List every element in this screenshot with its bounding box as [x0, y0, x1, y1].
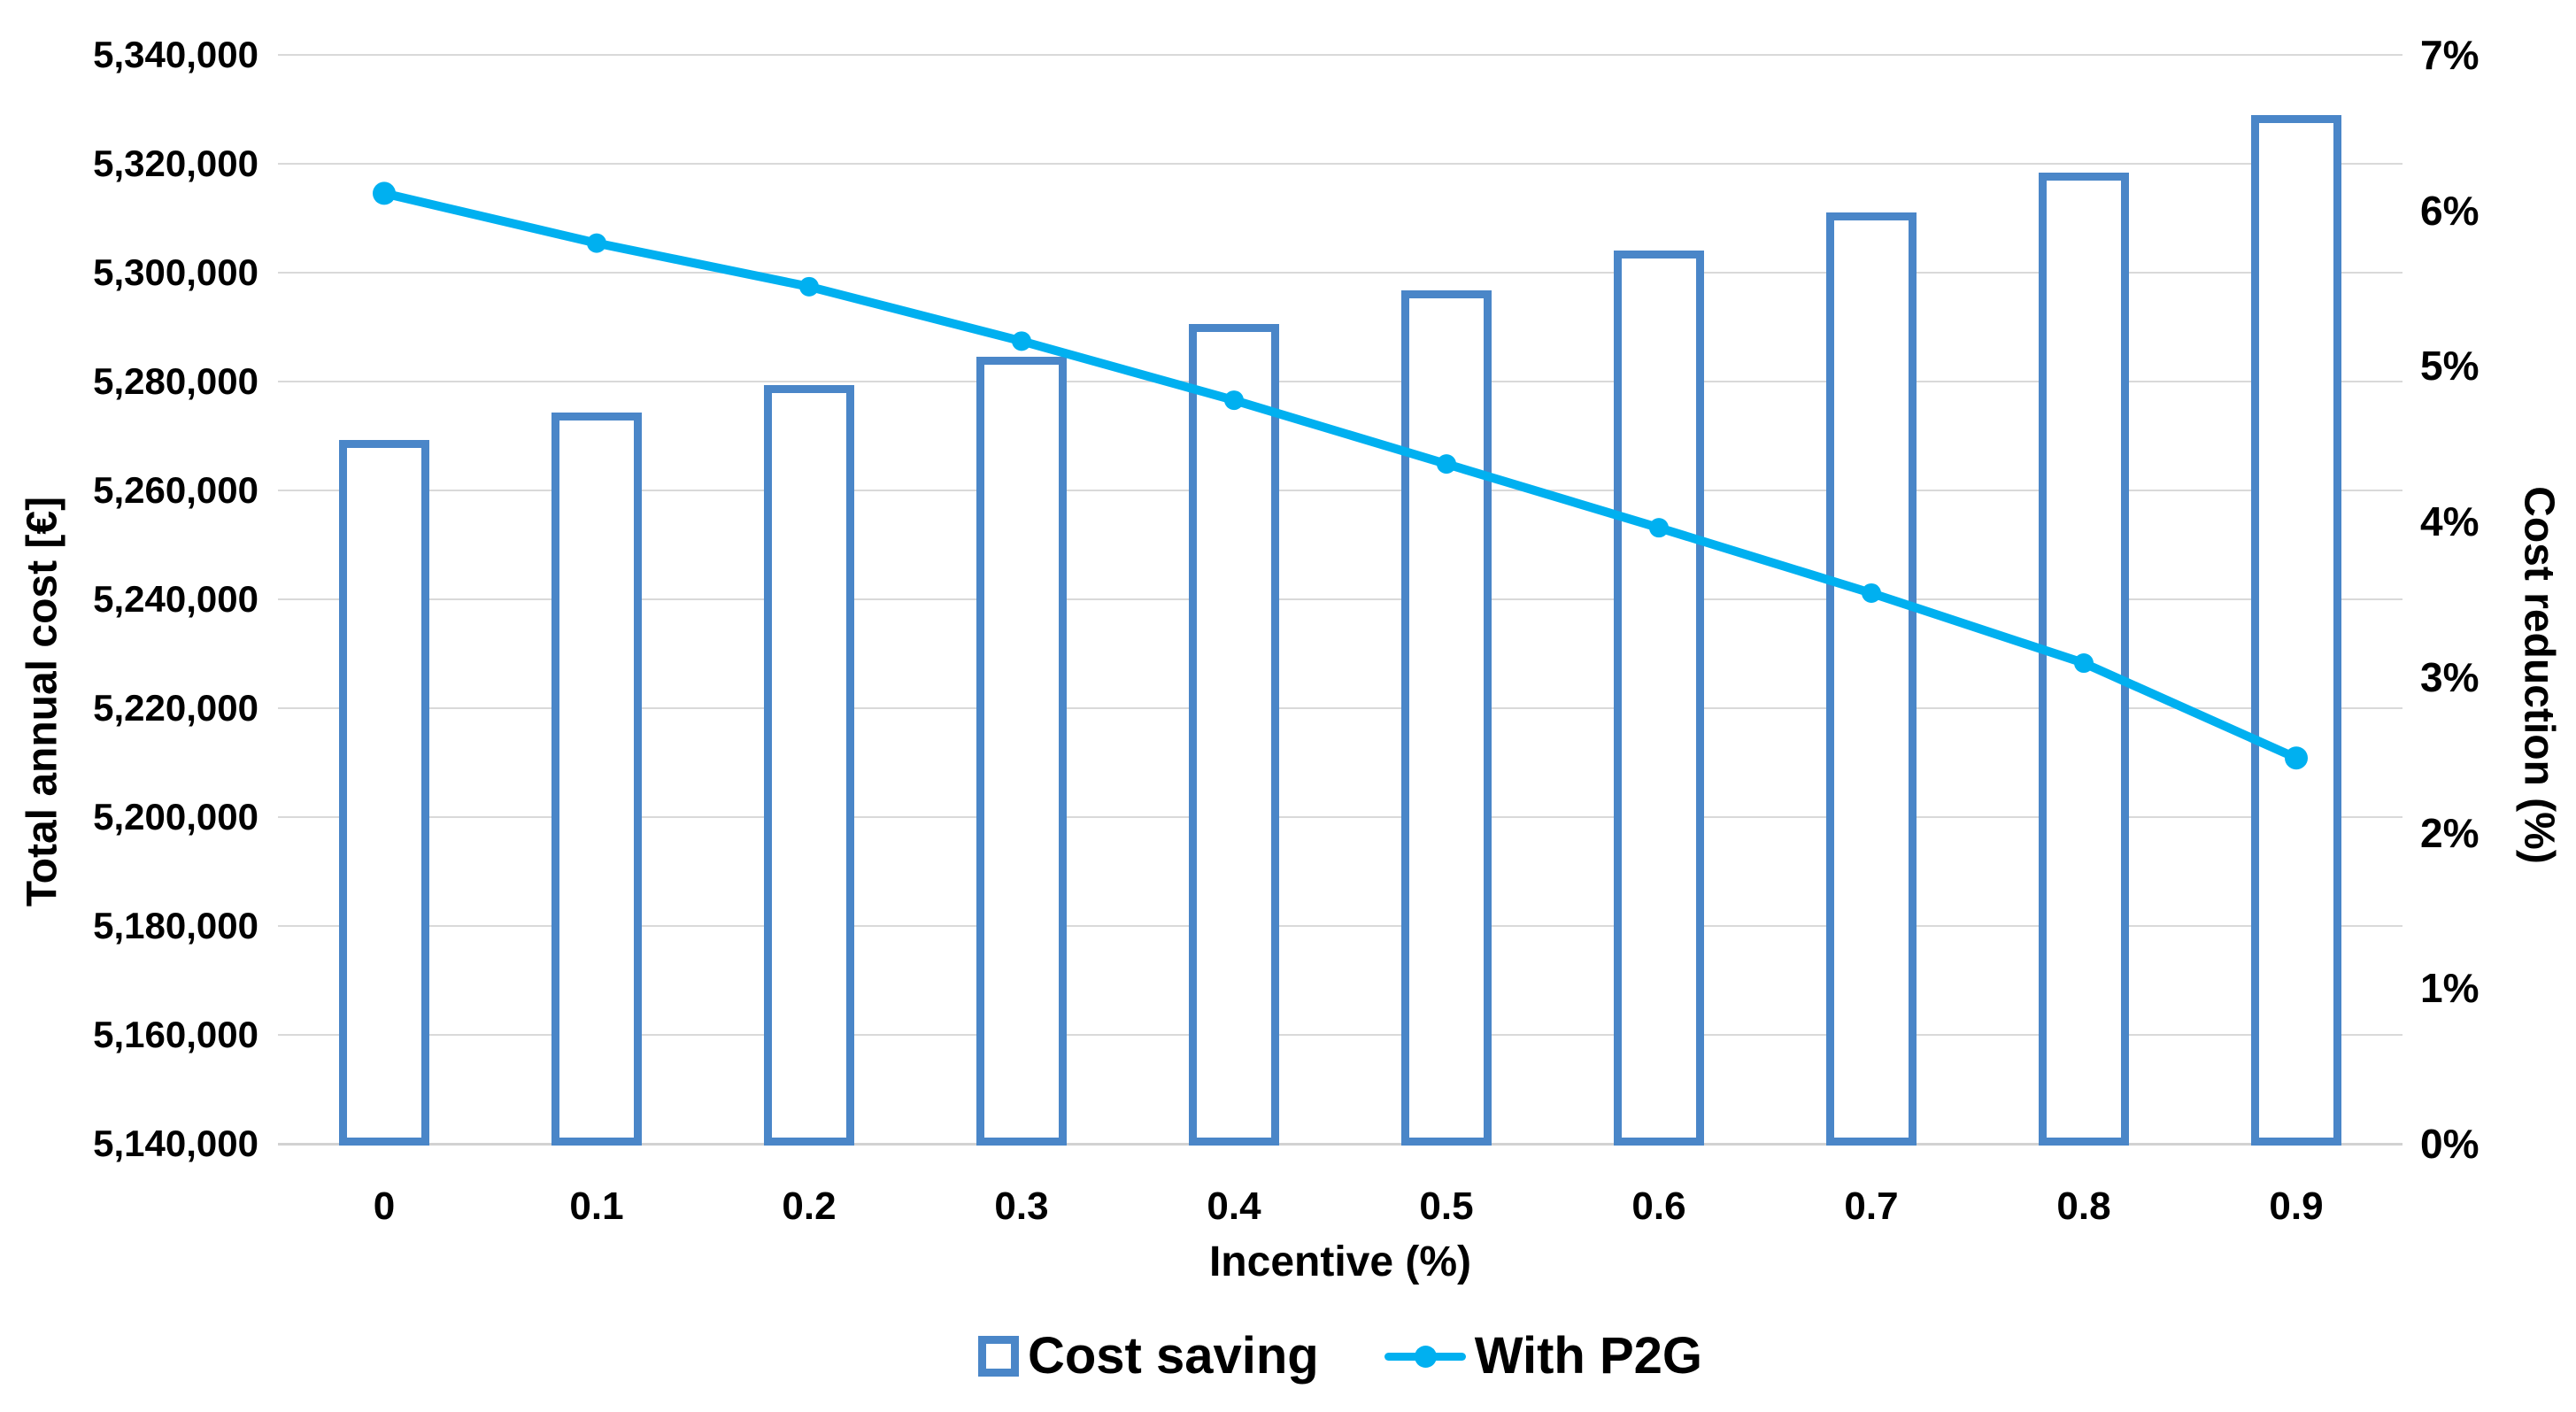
legend-label: With P2G	[1474, 1327, 1702, 1385]
legend-item-with-p2g: With P2G	[1384, 1331, 1702, 1382]
gridline	[278, 490, 2402, 491]
x-axis-tick-label: 0.2	[782, 1184, 837, 1228]
bar-cost-saving	[1189, 324, 1279, 1146]
legend-item-cost-saving: Cost saving	[977, 1327, 1319, 1385]
y-axis-tick-label: 5,220,000	[93, 687, 258, 729]
right-y-axis-title: Cost reduction (%)	[2515, 486, 2563, 864]
line-point	[1437, 454, 1456, 475]
secondary-y-axis-tick-label: 2%	[2420, 809, 2480, 856]
y-axis-tick-label: 5,280,000	[93, 360, 258, 402]
bar-cost-saving	[339, 439, 429, 1146]
line-point	[1012, 331, 1031, 351]
y-axis-tick-label: 5,320,000	[93, 143, 258, 184]
bar-cost-saving	[764, 384, 854, 1146]
line-point	[1649, 518, 1669, 538]
y-axis-tick-label: 5,160,000	[93, 1014, 258, 1055]
gridline	[278, 54, 2402, 56]
gridline	[278, 272, 2402, 274]
secondary-y-axis-tick-label: 5%	[2420, 343, 2480, 390]
gridline	[278, 925, 2402, 927]
gridline	[278, 1034, 2402, 1036]
line-point	[2285, 746, 2308, 770]
bar-cost-saving	[1401, 289, 1492, 1146]
bar-cost-saving	[2251, 114, 2341, 1146]
x-axis-tick-label: 0.6	[1631, 1184, 1686, 1228]
gridline	[278, 163, 2402, 165]
bar-cost-saving	[976, 356, 1067, 1146]
line-point	[587, 233, 606, 253]
y-axis-tick-label: 5,200,000	[93, 796, 258, 837]
x-axis-title: Incentive (%)	[1208, 1238, 1472, 1285]
secondary-y-axis-tick-label: 1%	[2420, 965, 2480, 1012]
secondary-y-axis-tick-label: 4%	[2420, 498, 2480, 545]
bar-cost-saving	[1826, 212, 1917, 1146]
y-axis-tick-label: 5,340,000	[93, 34, 258, 75]
line-marker-swatch-icon	[1384, 1344, 1466, 1369]
x-axis-tick-label: 0.5	[1419, 1184, 1474, 1228]
secondary-y-axis-tick-label: 3%	[2420, 653, 2480, 700]
y-axis-tick-label: 5,260,000	[93, 469, 258, 511]
x-axis-tick-label: 0.1	[569, 1184, 624, 1228]
line-point	[1862, 583, 1881, 603]
y-axis-tick-label: 5,140,000	[93, 1123, 258, 1164]
x-axis-tick-label: 0.3	[994, 1184, 1049, 1228]
x-axis-tick-label: 0	[373, 1184, 396, 1228]
bar-swatch-icon	[977, 1336, 1019, 1377]
y-axis-tick-label: 5,300,000	[93, 251, 258, 293]
left-y-axis-title: Total annual cost [€]	[19, 496, 66, 907]
x-axis-tick-label: 0.9	[2269, 1184, 2324, 1228]
line-point	[373, 181, 396, 205]
line-point	[799, 276, 819, 297]
x-axis-tick-label: 0.4	[1207, 1184, 1261, 1228]
with-p2g-line	[380, 189, 2301, 763]
secondary-y-axis-tick-label: 0%	[2420, 1121, 2480, 1167]
bar-cost-saving	[551, 413, 642, 1146]
x-axis-tick-label: 0.8	[2056, 1184, 2111, 1228]
secondary-y-axis-tick-label: 7%	[2420, 32, 2480, 78]
y-axis-tick-label: 5,180,000	[93, 905, 258, 946]
legend-label: Cost saving	[1027, 1327, 1319, 1385]
bar-cost-saving	[1614, 251, 1704, 1146]
legend: Cost saving With P2G	[278, 1321, 2402, 1392]
gridline	[278, 381, 2402, 382]
gridline	[278, 1143, 2402, 1146]
gridline	[278, 707, 2402, 709]
line-point	[1224, 390, 1244, 411]
gridline	[278, 598, 2402, 600]
gridline	[278, 816, 2402, 818]
line-point	[2074, 653, 2094, 674]
secondary-y-axis-tick-label: 6%	[2420, 187, 2480, 234]
y-axis-tick-label: 5,240,000	[93, 578, 258, 620]
x-axis-tick-label: 0.7	[1844, 1184, 1899, 1228]
